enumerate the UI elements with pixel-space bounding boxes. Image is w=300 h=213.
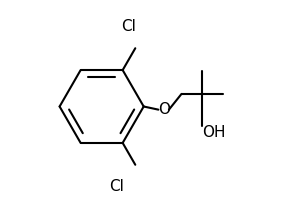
Text: Cl: Cl [109, 179, 124, 194]
Text: Cl: Cl [122, 19, 136, 34]
Text: O: O [158, 102, 170, 117]
Text: OH: OH [202, 125, 226, 140]
